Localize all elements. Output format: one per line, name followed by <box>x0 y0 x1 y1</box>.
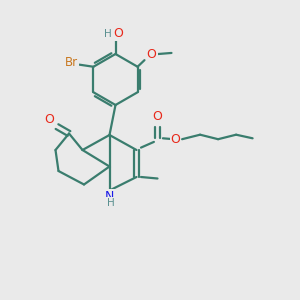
Text: O: O <box>114 27 123 40</box>
Text: H: H <box>107 198 115 208</box>
Text: N: N <box>105 190 114 203</box>
Text: O: O <box>44 113 54 127</box>
Text: O: O <box>147 48 157 61</box>
Text: Br: Br <box>65 56 78 69</box>
Text: H: H <box>104 29 112 39</box>
Text: O: O <box>153 110 162 124</box>
Text: O: O <box>171 133 180 146</box>
